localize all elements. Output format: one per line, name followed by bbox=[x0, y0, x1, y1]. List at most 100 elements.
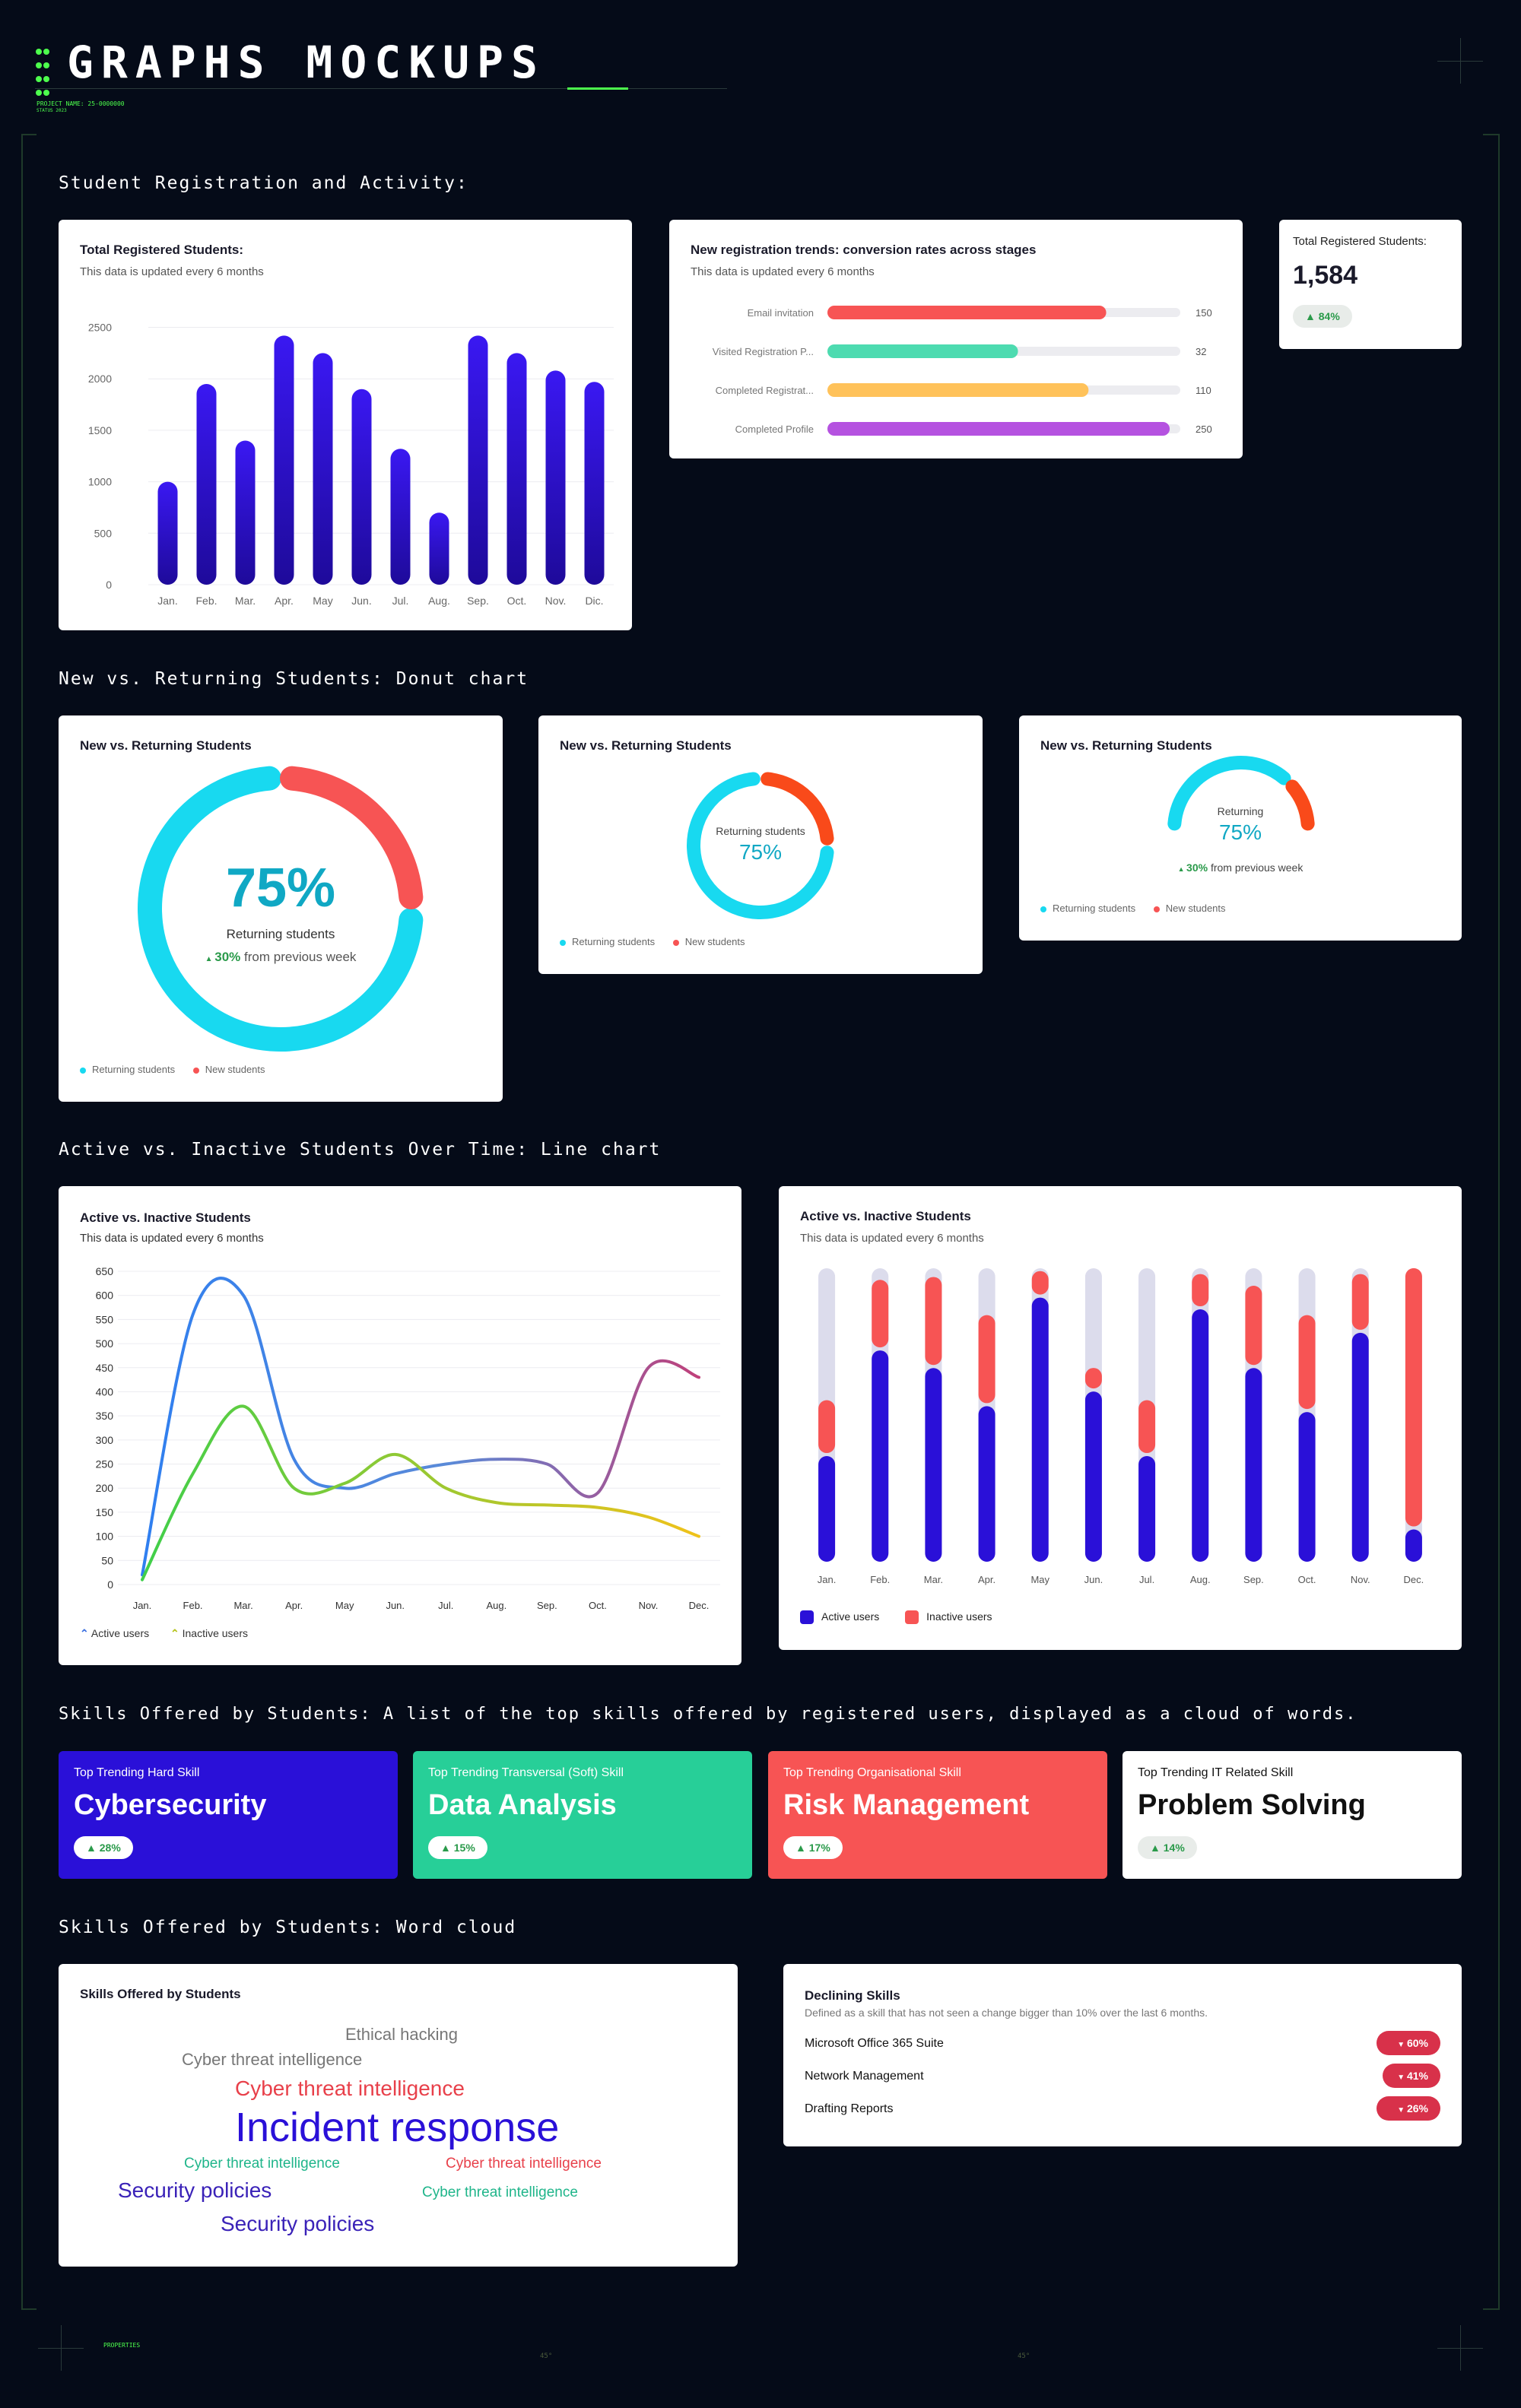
x-tick-label: Feb. bbox=[870, 1574, 890, 1585]
section-title-wordcloud: Skills Offered by Students: Word cloud bbox=[59, 1918, 517, 1937]
x-tick-label: Oct. bbox=[589, 1600, 607, 1611]
card-subtitle: This data is updated every 6 months bbox=[800, 1232, 984, 1245]
active-bars-card: Active vs. Inactive Students This data i… bbox=[779, 1186, 1462, 1650]
bar bbox=[313, 353, 333, 585]
bar-value-label: 250 bbox=[1196, 424, 1212, 435]
skill-change-badge: ▲ 28% bbox=[74, 1836, 133, 1859]
section-title-registration: Student Registration and Activity: bbox=[59, 173, 468, 193]
x-tick-label: Feb. bbox=[183, 1600, 203, 1611]
wordcloud-word: Cyber threat intelligence bbox=[422, 2184, 578, 2200]
donut-slice bbox=[279, 766, 424, 910]
bar bbox=[584, 382, 605, 585]
x-tick-label: Mar. bbox=[235, 595, 256, 607]
x-tick-label: Mar. bbox=[924, 1574, 943, 1585]
x-tick-label: Dic. bbox=[585, 595, 603, 607]
x-tick-label: Oct. bbox=[507, 595, 527, 607]
bar-inactive bbox=[872, 1280, 889, 1348]
declining-item-name: Drafting Reports bbox=[805, 2102, 894, 2115]
x-tick-label: Jul. bbox=[438, 1600, 453, 1611]
skill-kicker: Top Trending Transversal (Soft) Skill bbox=[428, 1766, 624, 1779]
legend-inactive: Inactive users bbox=[182, 1627, 248, 1639]
y-tick-label: 50 bbox=[101, 1554, 113, 1566]
legend-active: Active users bbox=[821, 1610, 880, 1623]
bar-inactive bbox=[1138, 1400, 1156, 1454]
x-tick-label: Jan. bbox=[157, 595, 177, 607]
declining-badge: ▼ 60% bbox=[1377, 2031, 1440, 2055]
donut-large-card: New vs. Returning Students 75% Returning… bbox=[59, 715, 503, 1102]
bar bbox=[157, 481, 178, 585]
bar bbox=[506, 353, 527, 585]
card-title: New registration trends: conversion rate… bbox=[691, 243, 1037, 257]
bar bbox=[468, 335, 488, 585]
project-sub-line: STATUS 2023 bbox=[37, 108, 67, 113]
down-arrow-icon: ▼ bbox=[1397, 2073, 1407, 2082]
bar-inactive bbox=[1031, 1271, 1049, 1295]
bar-active bbox=[872, 1350, 889, 1562]
y-tick-label: 500 bbox=[94, 527, 113, 539]
y-tick-label: 0 bbox=[106, 579, 112, 591]
frame-top-left bbox=[21, 134, 37, 135]
y-tick-label: 250 bbox=[96, 1458, 114, 1470]
donut-medium-value: 75% bbox=[738, 840, 783, 864]
legend: Returning students New students bbox=[560, 936, 745, 947]
footer-angle-b: 45° bbox=[1018, 2352, 1030, 2360]
x-tick-label: Sep. bbox=[467, 595, 489, 607]
legend-new: New students bbox=[1165, 903, 1226, 914]
change-text: from previous week bbox=[244, 950, 357, 964]
up-arrow-icon: ▲ bbox=[205, 955, 215, 963]
bar-inactive bbox=[1298, 1315, 1316, 1410]
x-tick-label: Aug. bbox=[486, 1600, 506, 1611]
bar-value-label: 32 bbox=[1196, 346, 1206, 357]
x-tick-label: May bbox=[335, 1600, 354, 1611]
wordcloud-word: Security policies bbox=[118, 2178, 272, 2202]
x-tick-label: Mar. bbox=[233, 1600, 252, 1611]
donut-slice bbox=[1285, 779, 1315, 831]
y-tick-label: 450 bbox=[96, 1362, 114, 1374]
bar-active bbox=[1031, 1297, 1049, 1562]
conversion-card: New registration trends: conversion rate… bbox=[669, 220, 1243, 458]
up-arrow-icon: ▲ bbox=[440, 1842, 454, 1854]
down-arrow-icon: ▼ bbox=[1397, 2106, 1407, 2115]
skill-change-badge: ▲ 14% bbox=[1138, 1836, 1197, 1859]
card-subtitle: This data is updated every 6 months bbox=[80, 265, 264, 278]
logo-icon bbox=[35, 46, 50, 100]
line-series bbox=[141, 1404, 700, 1582]
bar bbox=[827, 383, 1089, 397]
legend-active: Active users bbox=[90, 1627, 150, 1639]
registered-bar-card: Total Registered Students: This data is … bbox=[59, 220, 632, 630]
legend: Returning students New students bbox=[80, 1064, 265, 1075]
bar-active bbox=[1192, 1309, 1209, 1562]
bar bbox=[545, 370, 566, 585]
y-tick-label: 1000 bbox=[88, 476, 112, 488]
change-value: 30% bbox=[1186, 861, 1208, 874]
skill-change: 28% bbox=[99, 1842, 121, 1854]
wordcloud-word: Cyber threat intelligence bbox=[184, 2156, 340, 2172]
donut-large-change: ▲ 30% from previous week bbox=[59, 950, 503, 965]
project-line: PROJECT NAME: 25-0000000 bbox=[37, 100, 125, 107]
declining-card: Declining Skills Defined as a skill that… bbox=[783, 1964, 1462, 2146]
bar-label: Completed Registrat... bbox=[716, 385, 814, 396]
skill-change: 17% bbox=[808, 1842, 830, 1854]
declining-badge: ▼ 41% bbox=[1383, 2064, 1440, 2088]
bar-inactive bbox=[1084, 1368, 1102, 1389]
crosshair-top-v bbox=[1460, 38, 1461, 84]
donut-medium-chart bbox=[687, 772, 834, 919]
bar-inactive bbox=[1405, 1267, 1422, 1527]
donut-large-label: Returning students bbox=[226, 927, 335, 941]
card-subtitle: Defined as a skill that has not seen a c… bbox=[805, 2007, 1208, 2019]
active-line-chart: 0 50 100 150 200 250 300 350 400 450 500 550 600 650 J… bbox=[96, 1265, 720, 1611]
bar-label: Completed Profile bbox=[735, 424, 814, 435]
active-stacked-bar-chart: Jan. Feb. Mar. Apr. May Jun. Jul. Aug. Sep. Oct. N… bbox=[818, 1267, 1424, 1585]
inactive-line-icon: ⌃ bbox=[170, 1627, 179, 1639]
bar-active bbox=[1405, 1529, 1422, 1562]
wordcloud-card: Skills Offered by Students Ethical hacki… bbox=[59, 1964, 738, 2267]
x-tick-label: Jan. bbox=[818, 1574, 837, 1585]
x-tick-label: Jan. bbox=[133, 1600, 152, 1611]
y-tick-label: 500 bbox=[96, 1337, 114, 1350]
bar-active bbox=[1138, 1456, 1156, 1562]
card-title: Active vs. Inactive Students bbox=[80, 1210, 251, 1225]
wordcloud-word: Incident response bbox=[235, 2105, 560, 2150]
section-title-donut: New vs. Returning Students: Donut chart bbox=[59, 669, 529, 689]
y-tick-label: 550 bbox=[96, 1313, 114, 1325]
bar bbox=[351, 389, 372, 585]
